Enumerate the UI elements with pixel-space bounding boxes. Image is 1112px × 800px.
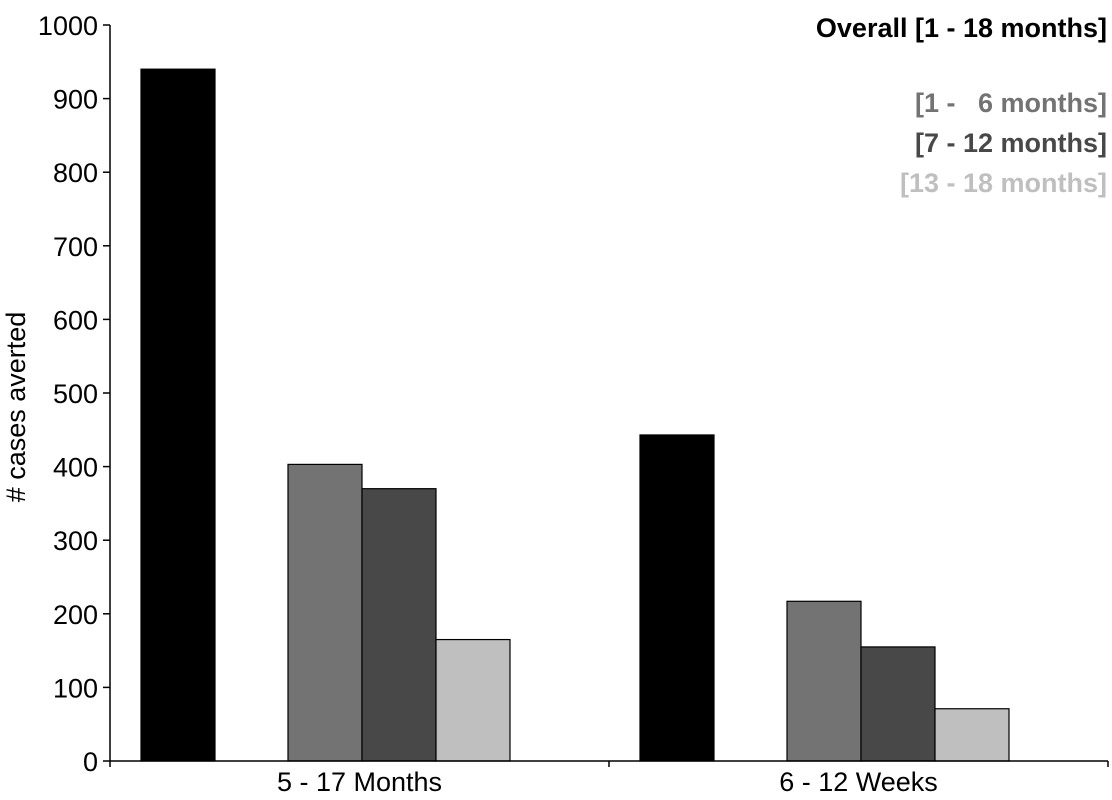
axes-layer: 5 - 17 Months 6 - 12 Weeks 0 100 200 300 400 50… [38,11,1109,797]
legend-entry: [1 - 6 months] [915,88,1107,118]
bar-5-17months-series-2 [361,488,437,762]
bar-6-12weeks-series-2 [860,646,936,762]
y-tick-label: 400 [53,453,98,483]
y-tick-label: 300 [53,526,98,556]
x-tick-label: 5 - 17 Months [277,767,442,797]
y-tick-label: 0 [83,747,98,777]
bar-5-17months-series-3 [435,638,511,762]
bar-5-17months-series-0 [140,68,216,762]
y-tick-label: 800 [53,158,98,188]
y-tick-label: 100 [53,673,98,703]
bars-layer [140,68,1010,762]
legend-entry: [7 - 12 months] [915,128,1107,158]
y-tick-label: 600 [53,305,98,335]
bar-5-17months-series-1 [287,463,363,762]
y-tick-label: 1000 [38,11,98,41]
y-tick-label: 900 [53,85,98,115]
y-tick-label: 700 [53,232,98,262]
y-tick-label: 200 [53,600,98,630]
y-tick-label: 500 [53,379,98,409]
legend-entry: [13 - 18 months] [900,168,1107,198]
bar-6-12weeks-series-1 [786,600,862,762]
bar-6-12weeks-series-0 [639,434,715,762]
legend-entry: Overall [1 - 18 months] [816,13,1107,43]
legend: Overall [1 - 18 months] [1 - 6 months] [7 … [816,13,1107,198]
bar-6-12weeks-series-3 [934,708,1010,762]
x-tick-label: 6 - 12 Weeks [779,767,938,797]
y-axis-title: # cases averted [1,312,31,503]
